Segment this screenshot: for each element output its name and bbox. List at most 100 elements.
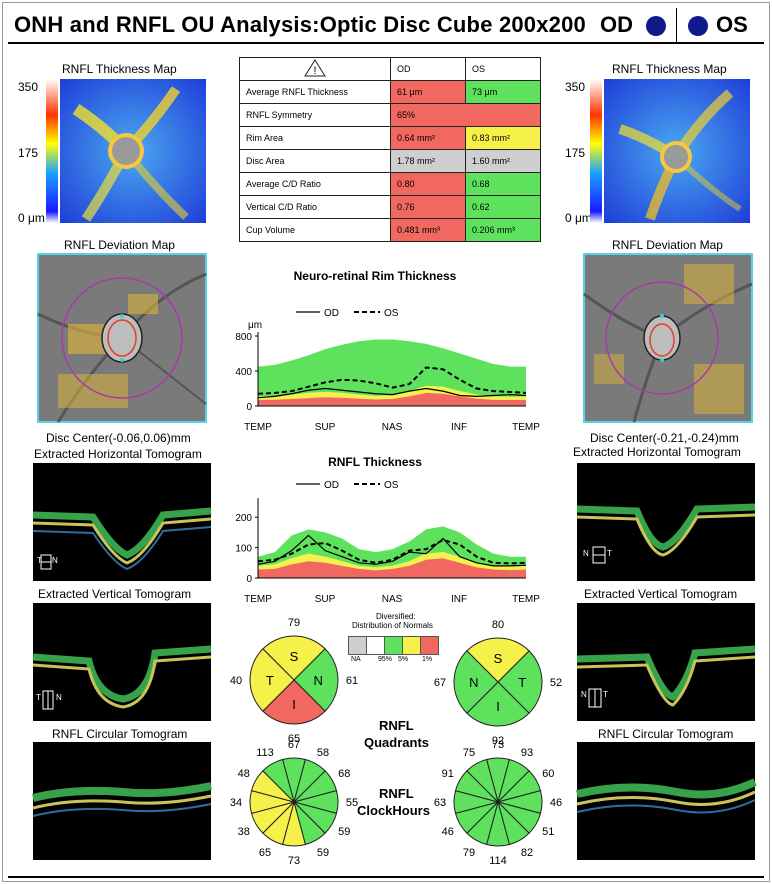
table-row: Average RNFL Thickness 61 μm 73 μm: [239, 80, 541, 104]
quadrant-letter: S: [494, 651, 503, 666]
os-v-marker-right: T: [603, 690, 608, 699]
legend-na-label: NA: [351, 656, 361, 663]
x-tick-label: NAS: [382, 594, 403, 605]
x-tick-label: TEMP: [512, 594, 540, 605]
quadrant-clock-area: S 79 N 61 I 65 T 40 S 80 T 52 I 92 N 67 67 58 68 55 59 59 73 65…: [230, 617, 562, 867]
table-row: Rim Area 0.64 mm² 0.83 mm²: [239, 126, 541, 150]
legend-95-label: 95%: [378, 656, 393, 663]
os-value: 0.68: [465, 172, 541, 196]
legend-red-swatch: [420, 636, 439, 655]
legend-yellow-swatch: [402, 636, 421, 655]
quadrant-value: 79: [288, 617, 300, 629]
chart-title: RNFL Thickness: [328, 455, 422, 469]
header-rule: [8, 42, 764, 44]
row-label: Vertical C/D Ratio: [239, 195, 391, 219]
y-tick-label: 200: [235, 513, 252, 524]
quadrant-wedge-n: [293, 648, 339, 712]
os-scale-mid: 175: [565, 146, 586, 160]
quadrant-value: 80: [492, 619, 504, 631]
od-circular-title: RNFL Circular Tomogram: [52, 727, 188, 741]
clockhour-value: 38: [238, 826, 250, 838]
os-value: 0.62: [465, 195, 541, 219]
clockhour-value: 73: [492, 739, 504, 751]
os-scale-max: 350: [565, 80, 586, 94]
quadrant-value: 40: [230, 675, 242, 687]
legend-title-1: Diversified:: [376, 612, 416, 621]
quadrant-wedge-s: [466, 637, 530, 683]
quadrant-value: 92: [492, 735, 504, 747]
quadrant-value: 65: [288, 733, 300, 745]
od-scale-max: 350: [18, 80, 39, 94]
od-value: 0.76: [390, 195, 466, 219]
od-eye-dot-icon: [646, 16, 666, 36]
y-axis-label: μm: [248, 320, 262, 331]
row-label: Disc Area: [239, 149, 391, 173]
os-disc-center: Disc Center(-0.21,-0.24)mm: [590, 431, 739, 445]
svg-text:!: !: [313, 65, 316, 77]
table-row: Average C/D Ratio 0.80 0.68: [239, 172, 541, 196]
od-value: 0.64 mm²: [390, 126, 466, 150]
y-tick-label: 800: [235, 332, 252, 343]
y-tick-label: 0: [246, 402, 252, 413]
quadrant-wedge-t: [249, 648, 295, 712]
clockhour-value: 58: [317, 747, 329, 759]
y-tick-label: 400: [235, 367, 252, 378]
od-rnfl-thickness-map: [46, 79, 206, 223]
x-tick-label: INF: [451, 594, 467, 605]
quadrant-letter: S: [290, 649, 299, 664]
row-label: Rim Area: [239, 126, 391, 150]
od-vertical-tomogram: [32, 603, 212, 721]
os-rnfl-deviation-map: [583, 253, 753, 423]
clockhour-value: 82: [521, 847, 533, 859]
table-row: Cup Volume 0.481 mm³ 0.206 mm³: [239, 218, 541, 242]
od-horizontal-title: Extracted Horizontal Tomogram: [34, 447, 202, 461]
series-line-od: [257, 387, 527, 399]
clockhour-value: 114: [489, 855, 507, 867]
col-od-header: OD: [390, 57, 466, 81]
quadrant-wedge-i: [262, 679, 326, 725]
clockhour-value: 67: [288, 739, 300, 751]
clockhour-value: 63: [434, 797, 446, 809]
clockhour-value: 59: [338, 826, 350, 838]
os-v-marker-left: N: [581, 690, 587, 699]
od-v-marker-right: N: [56, 693, 62, 702]
clockhours-title-1: RNFL: [379, 786, 414, 801]
od-h-marker-right: N: [52, 556, 58, 565]
quadrant-wedge-n: [453, 650, 499, 714]
od-thickness-map-title: RNFL Thickness Map: [62, 62, 177, 76]
row-label: Cup Volume: [239, 218, 391, 242]
quadrant-value: 67: [434, 677, 446, 689]
clockhour-value: 60: [542, 768, 554, 780]
os-value: 73 μm: [465, 80, 541, 104]
od-value: 0.80: [390, 172, 466, 196]
clockhour-value: 68: [338, 768, 350, 780]
clockhour-value: 79: [463, 847, 475, 859]
legend-5-label: 5%: [398, 656, 409, 663]
clockhour-value: 46: [442, 826, 454, 838]
x-tick-label: TEMP: [512, 422, 540, 433]
os-h-marker-left: N: [583, 549, 589, 558]
clockhour-wedge: [466, 758, 499, 804]
os-h-marker-right: T: [607, 549, 612, 558]
clockhour-value: 91: [442, 768, 454, 780]
y-tick-label: 0: [246, 574, 252, 585]
quadrant-letter: T: [266, 673, 274, 688]
os-value: 0.206 mm³: [465, 218, 541, 242]
normal-band-red: [258, 392, 526, 406]
legend-na-swatch: [348, 636, 367, 655]
table-row: Vertical C/D Ratio 0.76 0.62: [239, 195, 541, 219]
x-tick-label: INF: [451, 422, 467, 433]
clockhours-title-2: ClockHours: [357, 803, 430, 818]
rnfl-thickness-chart: RNFL Thickness 200 100 0 TEMP SUP NAS INF TEMP OD…: [235, 455, 540, 605]
col-os-header: OS: [465, 57, 541, 81]
legend-white-swatch: [366, 636, 385, 655]
clockhour-value: 113: [256, 747, 274, 759]
os-value: 0.83 mm²: [465, 126, 541, 150]
symmetry-value: 65%: [390, 103, 541, 127]
metrics-table: ! OD OS Average RNFL Thickness 61 μm 73 …: [239, 57, 541, 242]
x-tick-label: SUP: [315, 594, 336, 605]
quadrant-letter: N: [314, 673, 323, 688]
clockhour-value: 93: [521, 747, 533, 759]
quadrant-letter: I: [496, 699, 500, 714]
